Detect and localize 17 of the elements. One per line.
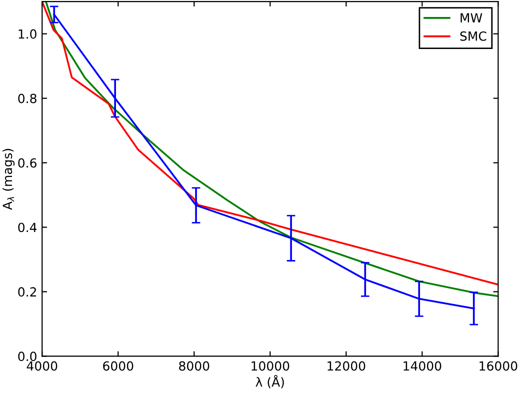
x-tick-label: 16000 [480,361,518,371]
x-tick-label: 10000 [252,361,290,371]
x-axis-title: λ (Å) [256,374,284,388]
x-tick-label: 4000 [26,361,58,371]
x-tick-label: 14000 [404,361,442,371]
y-axis-title: A$_{λ}$ (mags) [2,148,15,210]
y-tick-label: 0.4 [18,222,37,232]
y-tick-label: 0.0 [18,352,36,362]
legend-label: MW [460,13,482,22]
y-tick-label: 0.2 [18,287,36,297]
x-tick-label: 12000 [328,361,366,371]
x-tick-label: 6000 [103,361,134,371]
y-tick-label: 0.6 [18,158,36,168]
y-tick-label: 1.0 [18,29,36,39]
legend-label: SMC [460,31,486,41]
x-tick-label: 8000 [179,361,210,371]
y-tick-label: 0.8 [18,94,36,104]
